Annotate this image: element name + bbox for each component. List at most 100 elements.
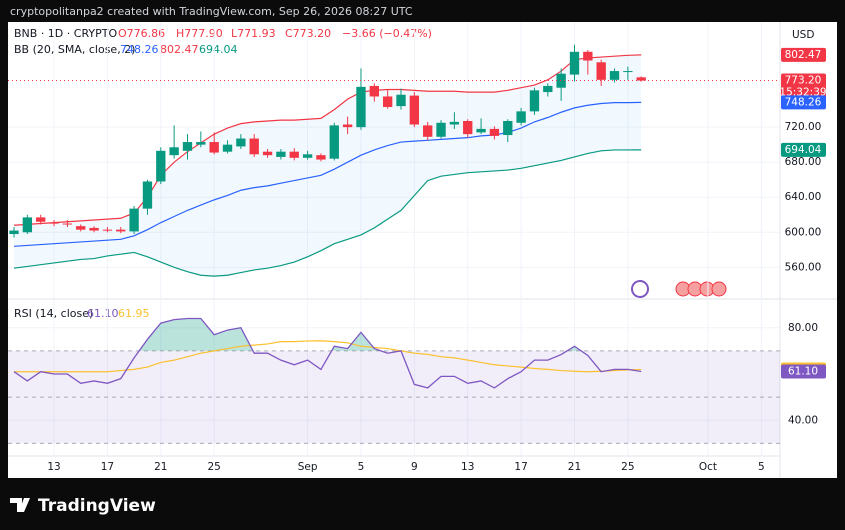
y-tick-label: 640.00 — [785, 191, 822, 203]
rsi-tag-bg — [781, 364, 826, 379]
y-tick-label: 80.00 — [788, 322, 818, 334]
candle-body — [182, 142, 193, 151]
candle-body — [569, 51, 580, 75]
candle-body — [9, 230, 19, 235]
candle-body — [142, 181, 153, 209]
candle-body — [342, 124, 353, 128]
header-text: cryptopolitanpa2 created with TradingVie… — [10, 5, 413, 18]
x-tick-label: 25 — [621, 461, 634, 473]
candle-body — [116, 229, 126, 232]
candle-body — [249, 138, 259, 155]
candle-body — [503, 121, 513, 136]
x-tick-label: 13 — [461, 461, 474, 473]
x-tick-label: 21 — [568, 461, 581, 473]
x-tick-label: 5 — [758, 461, 765, 473]
x-tick-label: Sep — [298, 461, 318, 473]
candle-body — [516, 111, 526, 123]
x-tick-label: 13 — [47, 461, 60, 473]
candle-body — [302, 154, 313, 158]
candle-body — [356, 86, 366, 128]
candle-body — [556, 73, 566, 88]
candle-body — [76, 226, 86, 230]
y-tick-label: 720.00 — [785, 121, 822, 133]
overbought-fill — [14, 318, 642, 351]
currency: USD — [792, 29, 814, 41]
candle-body — [222, 144, 233, 152]
candle-body — [463, 121, 473, 135]
chart-panel — [8, 22, 837, 478]
bb-lower-line — [13, 149, 642, 277]
candle-body — [169, 147, 179, 156]
rsi-ma-line — [14, 340, 642, 373]
candle-body — [22, 217, 33, 233]
symbol: BNB · 1D · CRYPTO — [14, 27, 117, 40]
indicator-value: 694.04 — [199, 43, 238, 56]
x-tick-label: 17 — [514, 461, 527, 473]
ohlc-high: H777.90 — [176, 27, 223, 40]
rsi-value: 61.10 — [87, 307, 119, 320]
x-tick-label: 25 — [207, 461, 220, 473]
event-icon — [631, 280, 649, 298]
x-tick-label: Oct — [699, 461, 717, 473]
candle-body — [276, 151, 286, 157]
candle-body — [329, 125, 339, 159]
candle-body — [396, 94, 406, 107]
ohlc-change: −3.66 (−0.47%) — [342, 27, 432, 40]
ohlc-open: O776.86 — [118, 27, 165, 40]
candle-body — [209, 142, 219, 153]
candle-body — [36, 217, 46, 222]
indicator-label: BB (20, SMA, close, 2) — [14, 43, 135, 56]
close-tag-bg — [781, 73, 826, 100]
rsi-ma-value: 61.95 — [118, 307, 150, 320]
candle-body — [289, 151, 299, 158]
y-tick-label: 600.00 — [785, 226, 822, 238]
x-tick-label: 9 — [411, 461, 418, 473]
logo-icon — [10, 498, 30, 512]
candle-body — [543, 85, 553, 93]
logo: TradingView — [10, 496, 156, 516]
candle-body — [236, 138, 246, 147]
candle-body — [49, 222, 59, 224]
candle-body — [449, 121, 460, 125]
bb-basis-line — [13, 101, 642, 247]
rsi-line — [13, 317, 642, 389]
event-icon — [711, 281, 727, 297]
candle-body — [316, 155, 326, 160]
basis-tag: 748.26 — [785, 96, 822, 108]
bb-upper-line — [13, 54, 642, 226]
candle-body — [583, 51, 593, 61]
candle-body — [382, 96, 393, 107]
ohlc-low: L771.93 — [231, 27, 276, 40]
candle-body — [129, 208, 139, 232]
rsi-pane — [8, 300, 780, 455]
x-tick-label: 21 — [154, 461, 167, 473]
event-icons — [631, 280, 727, 298]
x-tick-label: 5 — [358, 461, 365, 473]
upper-tag-bg — [781, 47, 826, 62]
candle-body — [369, 85, 379, 97]
candle-body — [529, 90, 540, 112]
logo-text: TradingView — [38, 496, 156, 516]
candle-body — [102, 229, 113, 231]
candle-body — [423, 125, 433, 137]
candle-body — [609, 71, 620, 80]
price-pane — [8, 22, 780, 298]
candle-body — [636, 77, 646, 81]
indicator-value: 802.47 — [160, 43, 199, 56]
y-tick-label: 680.00 — [785, 156, 822, 168]
lower-tag: 694.04 — [785, 144, 822, 156]
x-tick-label: 17 — [101, 461, 114, 473]
candle-body — [596, 62, 606, 80]
candle-body — [409, 95, 420, 125]
y-tick-label: 40.00 — [788, 414, 818, 426]
candle-body — [89, 227, 99, 231]
close-tag: 773.20 — [785, 75, 822, 87]
candle-body — [196, 142, 206, 145]
lower-tag-bg — [781, 142, 826, 157]
candle-body — [262, 151, 273, 156]
bb-fill — [14, 54, 642, 277]
candle-body — [156, 150, 166, 182]
candle-body — [436, 122, 446, 137]
candle-body — [476, 128, 486, 133]
